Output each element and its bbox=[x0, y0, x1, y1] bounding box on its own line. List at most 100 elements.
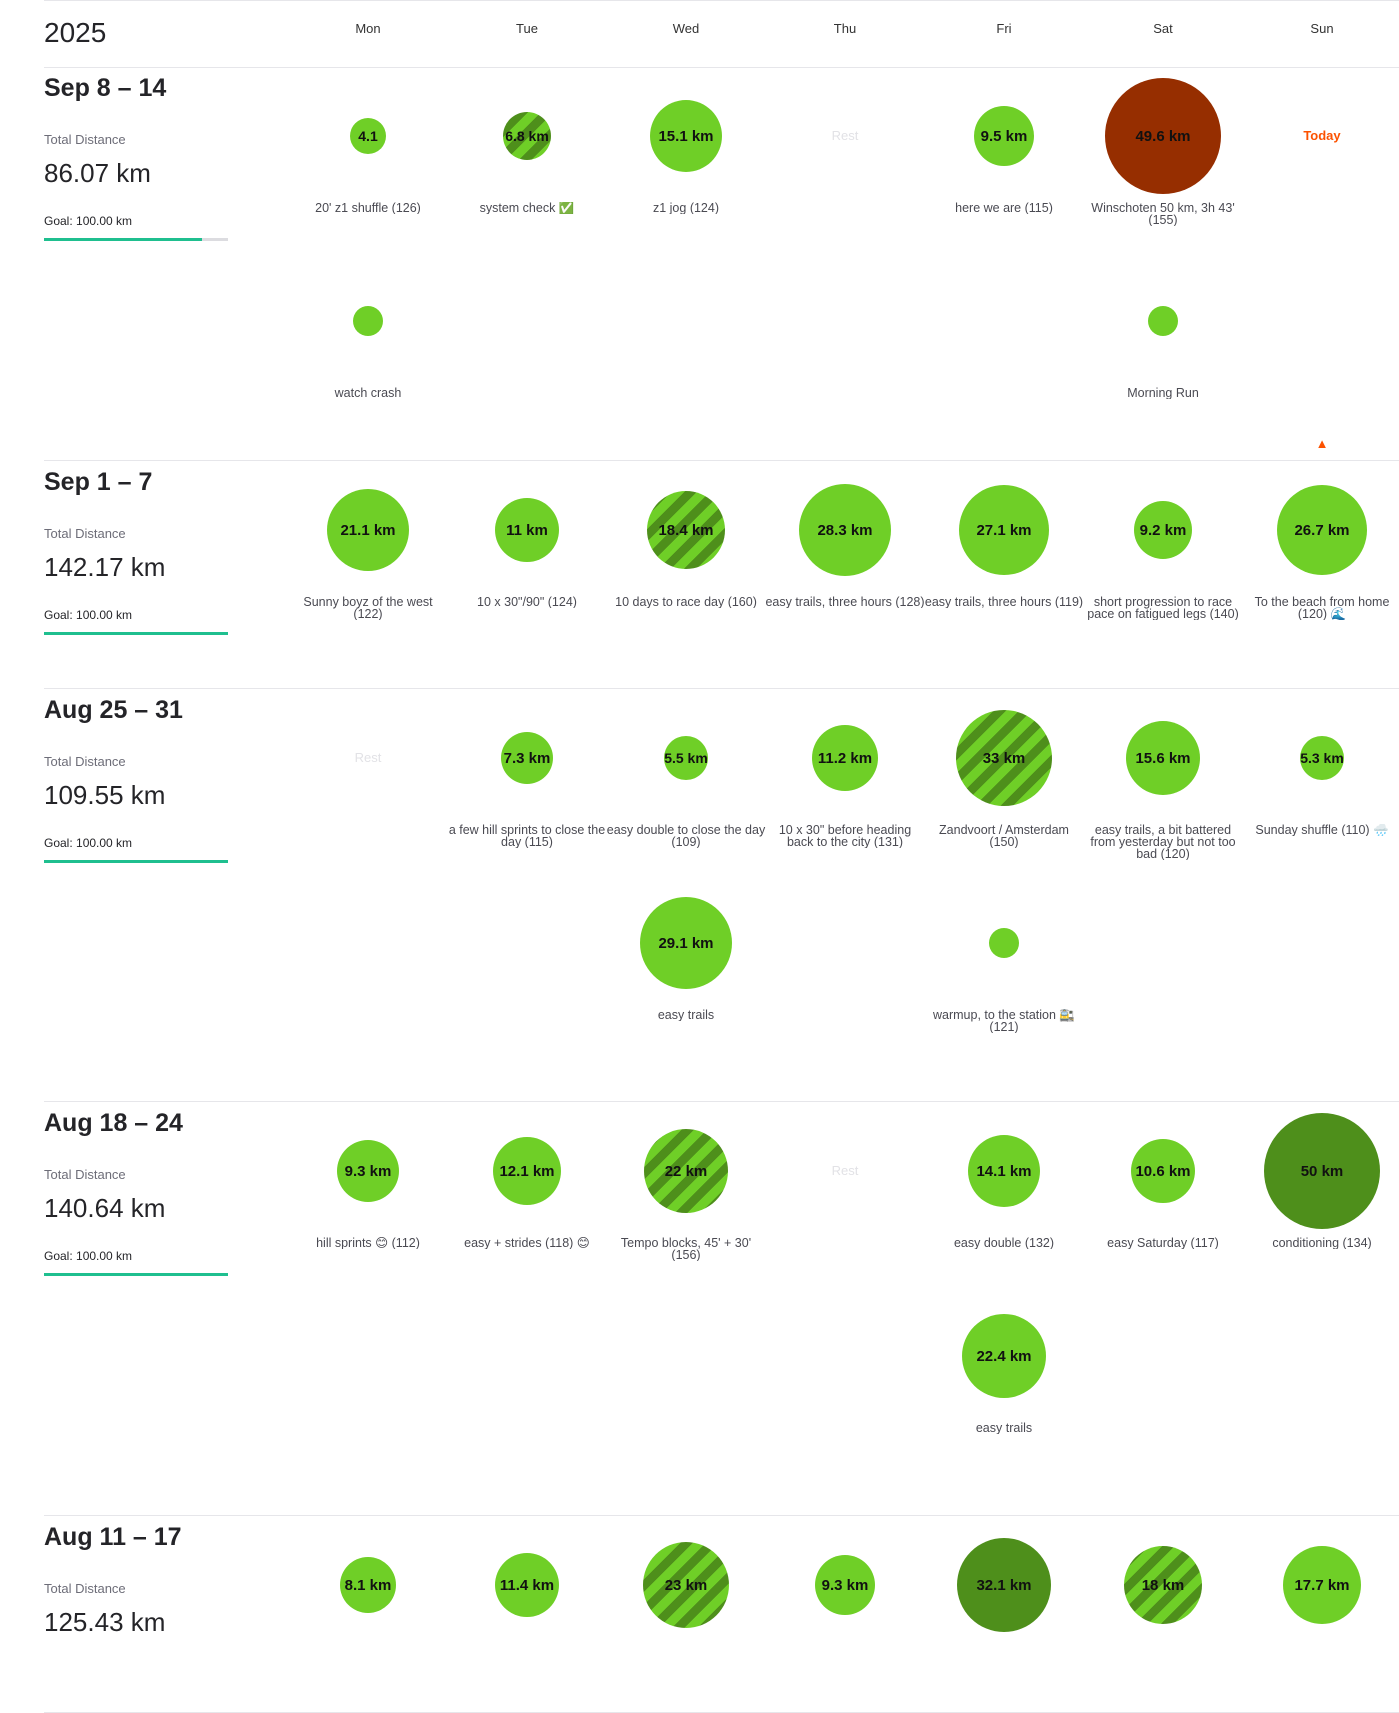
activity-title[interactable]: Morning Run bbox=[1127, 387, 1199, 399]
activity-circle[interactable]: 14.1 km bbox=[968, 1135, 1040, 1207]
goal-progress-bar bbox=[44, 1273, 228, 1276]
week-title[interactable]: Sep 8 – 14 bbox=[44, 74, 167, 102]
activity-title[interactable]: here we are (115) bbox=[955, 202, 1053, 214]
activity-circle[interactable]: 6.8 km bbox=[503, 112, 551, 160]
activity-circle[interactable]: 15.6 km bbox=[1126, 721, 1200, 795]
activity-title[interactable]: easy double to close the day (109) bbox=[606, 824, 766, 848]
activity-circle[interactable]: 22 km bbox=[644, 1129, 728, 1213]
weekly-goal: Goal: 100.00 km bbox=[44, 1249, 133, 1263]
activity-title[interactable]: easy trails, three hours (128) bbox=[765, 596, 925, 608]
weekly-goal: Goal: 100.00 km bbox=[44, 836, 133, 850]
activity-title[interactable]: easy trails bbox=[975, 1422, 1033, 1434]
activity-circle[interactable]: 49.6 km bbox=[1105, 78, 1221, 194]
activity-title[interactable]: short progression to race pace on fatigu… bbox=[1087, 596, 1239, 620]
activity-circle[interactable]: 10.6 km bbox=[1131, 1139, 1195, 1203]
activity-circle[interactable]: 12.1 km bbox=[493, 1137, 561, 1205]
activity-title[interactable]: conditioning (134) bbox=[1272, 1237, 1372, 1249]
day-header-thu: Thu bbox=[833, 21, 857, 36]
activity-circle[interactable]: 18.4 km bbox=[647, 491, 725, 569]
activity-title[interactable]: easy Saturday (117) bbox=[1107, 1237, 1219, 1249]
day-header-wed: Wed bbox=[672, 21, 700, 36]
activity-title[interactable]: 10 days to race day (160) bbox=[615, 596, 757, 608]
goal-progress-fill bbox=[44, 1273, 228, 1276]
activity-title[interactable]: a few hill sprints to close the day (115… bbox=[448, 824, 606, 848]
week-title[interactable]: Aug 11 – 17 bbox=[44, 1523, 182, 1551]
activity-circle[interactable] bbox=[1148, 306, 1178, 336]
activity-circle[interactable]: 29.1 km bbox=[640, 897, 732, 989]
day-header-fri: Fri bbox=[996, 21, 1012, 36]
activity-circle[interactable]: 32.1 km bbox=[957, 1538, 1051, 1632]
weekly-goal: Goal: 100.00 km bbox=[44, 608, 133, 622]
activity-circle[interactable]: 4.1 bbox=[350, 118, 386, 154]
activity-title[interactable]: watch crash bbox=[334, 387, 402, 399]
week-title[interactable]: Aug 25 – 31 bbox=[44, 696, 183, 724]
activity-circle[interactable]: 8.1 km bbox=[340, 1557, 396, 1613]
weekly-goal: Goal: 100.00 km bbox=[44, 214, 133, 228]
activity-circle[interactable]: 17.7 km bbox=[1283, 1546, 1361, 1624]
activity-circle[interactable]: 22.4 km bbox=[962, 1314, 1046, 1398]
total-distance-value: 140.64 km bbox=[44, 1193, 166, 1223]
activity-title[interactable]: Zandvoort / Amsterdam (150) bbox=[939, 824, 1069, 848]
activity-title[interactable]: Sunday shuffle (110) 🌧️ bbox=[1255, 824, 1389, 836]
activity-title[interactable]: hill sprints 😊 (112) bbox=[316, 1237, 420, 1249]
total-distance-label: Total Distance bbox=[44, 754, 126, 769]
week-row: Aug 11 – 17 Total Distance 125.43 km 8.1 km… bbox=[44, 1515, 1399, 1713]
activity-circle[interactable]: 18 km bbox=[1124, 1546, 1202, 1624]
activity-circle[interactable]: 11 km bbox=[495, 498, 559, 562]
today-marker-icon: ▲ bbox=[1315, 436, 1329, 451]
activity-title[interactable]: 10 x 30"/90" (124) bbox=[477, 596, 577, 608]
day-header-tue: Tue bbox=[516, 21, 538, 36]
activity-title[interactable]: Winschoten 50 km, 3h 43' (155) bbox=[1091, 202, 1235, 226]
activity-circle[interactable] bbox=[989, 928, 1019, 958]
goal-progress-bar bbox=[44, 238, 228, 241]
activity-circle[interactable]: 15.1 km bbox=[650, 100, 722, 172]
activity-circle[interactable]: 9.2 km bbox=[1134, 501, 1192, 559]
activity-title[interactable]: Tempo blocks, 45' + 30' (156) bbox=[620, 1237, 752, 1261]
week-title[interactable]: Sep 1 – 7 bbox=[44, 468, 153, 496]
activity-circle[interactable]: 23 km bbox=[643, 1542, 729, 1628]
activity-circle[interactable]: 5.3 km bbox=[1300, 736, 1344, 780]
activity-title[interactable]: 20' z1 shuffle (126) bbox=[315, 202, 421, 214]
activity-title[interactable]: To the beach from home (120) 🌊 bbox=[1254, 596, 1390, 620]
activity-circle[interactable]: 21.1 km bbox=[327, 489, 409, 571]
activity-circle[interactable]: 50 km bbox=[1264, 1113, 1380, 1229]
activity-circle[interactable] bbox=[353, 306, 383, 336]
activity-title[interactable]: Sunny boyz of the west (122) bbox=[303, 596, 433, 620]
activity-circle[interactable]: 11.4 km bbox=[495, 1553, 559, 1617]
week-row: Aug 18 – 24 Total Distance 140.64 km Goal: … bbox=[44, 1101, 1399, 1516]
year-label: 2025 bbox=[44, 17, 107, 48]
activity-title[interactable]: easy trails bbox=[657, 1009, 715, 1021]
total-distance-label: Total Distance bbox=[44, 1581, 126, 1596]
total-distance-label: Total Distance bbox=[44, 132, 126, 147]
rest-day-label: Rest bbox=[831, 1163, 859, 1178]
activity-title[interactable]: system check ✅ bbox=[479, 202, 575, 214]
activity-title[interactable]: easy + strides (118) 😊 bbox=[464, 1237, 590, 1249]
week-title[interactable]: Aug 18 – 24 bbox=[44, 1109, 183, 1137]
goal-progress-fill bbox=[44, 860, 228, 863]
total-distance-label: Total Distance bbox=[44, 526, 126, 541]
activity-title[interactable]: easy trails, three hours (119) bbox=[924, 596, 1084, 608]
activity-circle[interactable]: 5.5 km bbox=[664, 736, 708, 780]
day-header-sat: Sat bbox=[1153, 21, 1173, 36]
today-label[interactable]: Today bbox=[1303, 128, 1341, 143]
activity-circle[interactable]: 11.2 km bbox=[812, 725, 878, 791]
activity-title[interactable]: warmup, to the station 🚉 (121) bbox=[932, 1009, 1076, 1033]
activity-circle[interactable]: 7.3 km bbox=[501, 732, 553, 784]
activity-title[interactable]: easy double (132) bbox=[953, 1237, 1055, 1249]
activity-circle[interactable]: 27.1 km bbox=[959, 485, 1049, 575]
activity-circle[interactable]: 9.3 km bbox=[815, 1555, 875, 1615]
week-row: Aug 25 – 31 Total Distance 109.55 km Goal: … bbox=[44, 688, 1399, 1102]
day-header-mon: Mon bbox=[355, 21, 381, 36]
activity-title[interactable]: 10 x 30" before heading back to the city… bbox=[778, 824, 912, 848]
activity-circle[interactable]: 26.7 km bbox=[1277, 485, 1367, 575]
activity-title[interactable]: easy trails, a bit battered from yesterd… bbox=[1090, 824, 1236, 860]
rest-day-label: Rest bbox=[831, 128, 859, 143]
activity-circle[interactable]: 28.3 km bbox=[799, 484, 891, 576]
activity-title[interactable]: z1 jog (124) bbox=[652, 202, 719, 214]
activity-circle[interactable]: 9.3 km bbox=[337, 1140, 399, 1202]
day-header-sun: Sun bbox=[1310, 21, 1334, 36]
activity-circle[interactable]: 33 km bbox=[956, 710, 1052, 806]
total-distance-value: 125.43 km bbox=[44, 1607, 166, 1637]
week-row: Sep 8 – 14 Total Distance 86.07 km Goal: 10… bbox=[44, 66, 1399, 461]
activity-circle[interactable]: 9.5 km bbox=[974, 106, 1034, 166]
